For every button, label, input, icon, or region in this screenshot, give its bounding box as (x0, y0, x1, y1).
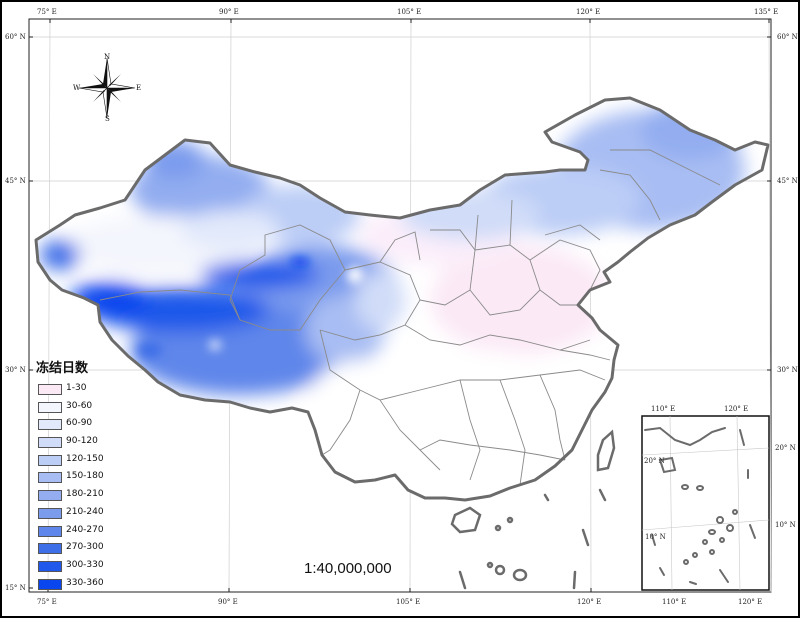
legend-label: 150-180 (66, 471, 104, 482)
lat-left-45: 45° N (5, 177, 26, 185)
inset-islands (644, 426, 756, 585)
legend-label: 60-90 (66, 418, 93, 429)
inset-lat-right-10: 10° N (775, 521, 796, 529)
legend-swatch (38, 437, 62, 449)
legend-item: 300-330 (36, 558, 156, 576)
inset-graticule (641, 415, 770, 591)
meridian-120 (589, 18, 592, 593)
legend-label: 90-120 (66, 436, 98, 447)
legend-item: 1-30 (36, 381, 156, 399)
south-china-sea-marks (458, 488, 607, 590)
legend-swatch (38, 578, 62, 590)
lon-top-90: 90° E (219, 8, 239, 16)
inset-lat-right-20: 20° N (775, 444, 796, 452)
province-boundaries (99, 149, 721, 486)
lon-bottom-90: 90° E (218, 598, 238, 606)
legend-item: 210-240 (36, 505, 156, 523)
lon-bottom-75: 75° E (37, 598, 57, 606)
taiwan-island (596, 429, 616, 472)
frame-ticks (29, 19, 771, 592)
lat-right-60: 60° N (777, 33, 798, 41)
compass-w-label: W (73, 84, 81, 92)
lon-top-120: 120° E (576, 8, 601, 16)
lon-top-135: 135° E (754, 8, 779, 16)
compass-e-label: E (136, 84, 142, 92)
lat-left-15: 15° N (5, 584, 26, 592)
compass-n-label: N (104, 53, 111, 61)
legend-label: 300-330 (66, 559, 104, 570)
legend-swatch (38, 560, 62, 572)
lon-top-105: 105° E (397, 8, 422, 16)
national-border (34, 96, 770, 502)
legend-swatch (38, 401, 62, 413)
legend-items: 1-30 30-60 60-90 90-120 120-150 150-180 180-21… (36, 381, 156, 593)
scale-ratio: 1:40,000,000 (304, 560, 392, 577)
lat-left-30: 30° N (5, 366, 26, 374)
legend-item: 60-90 (36, 416, 156, 434)
inset-lon-bottom-120: 120° E (738, 598, 763, 606)
legend-item: 120-150 (36, 452, 156, 470)
legend-item: 270-300 (36, 540, 156, 558)
legend-swatch (38, 472, 62, 484)
lon-top-75: 75° E (37, 8, 57, 16)
inset-lon-top-120: 120° E (724, 405, 749, 413)
lon-bottom-105: 105° E (396, 598, 421, 606)
lat-left-60: 60° N (5, 33, 26, 41)
legend-swatch (38, 384, 62, 395)
legend-label: 1-30 (66, 383, 87, 393)
legend-label: 210-240 (66, 506, 104, 517)
legend-item: 240-270 (36, 523, 156, 541)
legend-item: 150-180 (36, 469, 156, 487)
lat-right-30: 30° N (777, 366, 798, 374)
legend-swatch (38, 419, 62, 431)
legend-label: 270-300 (66, 542, 104, 553)
legend-item: 180-210 (36, 487, 156, 505)
inset-lat-left-10: 10° N (645, 533, 666, 541)
map-frame (28, 18, 772, 593)
legend-swatch (38, 543, 62, 555)
lon-bottom-120: 120° E (577, 598, 602, 606)
legend-swatch (38, 525, 62, 537)
hainan-island (450, 506, 482, 534)
legend-swatch (38, 490, 62, 502)
legend-item: 30-60 (36, 399, 156, 417)
legend-swatch (38, 454, 62, 466)
legend-label: 30-60 (66, 400, 93, 411)
legend: 冻结日数 1-30 30-60 60-90 90-120 120-150 150-180 1… (36, 357, 156, 593)
legend-title: 冻结日数 (36, 361, 89, 376)
legend-label: 240-270 (66, 524, 104, 535)
legend-item: 330-360 (36, 576, 156, 594)
meridian-135 (768, 18, 772, 593)
legend-label: 330-360 (66, 577, 104, 588)
legend-label: 180-210 (66, 489, 104, 500)
inset-lon-top-110: 110° E (651, 405, 676, 413)
inset-lat-left-20: 20° N (644, 457, 665, 465)
lat-right-45: 45° N (777, 177, 798, 185)
compass-s-label: S (105, 115, 110, 123)
legend-label: 120-150 (66, 453, 104, 464)
inset-lon-bottom-110: 110° E (662, 598, 687, 606)
compass-rose-icon (78, 57, 136, 119)
legend-swatch (38, 507, 62, 519)
inset-map-frame (641, 415, 770, 591)
legend-item: 90-120 (36, 434, 156, 452)
